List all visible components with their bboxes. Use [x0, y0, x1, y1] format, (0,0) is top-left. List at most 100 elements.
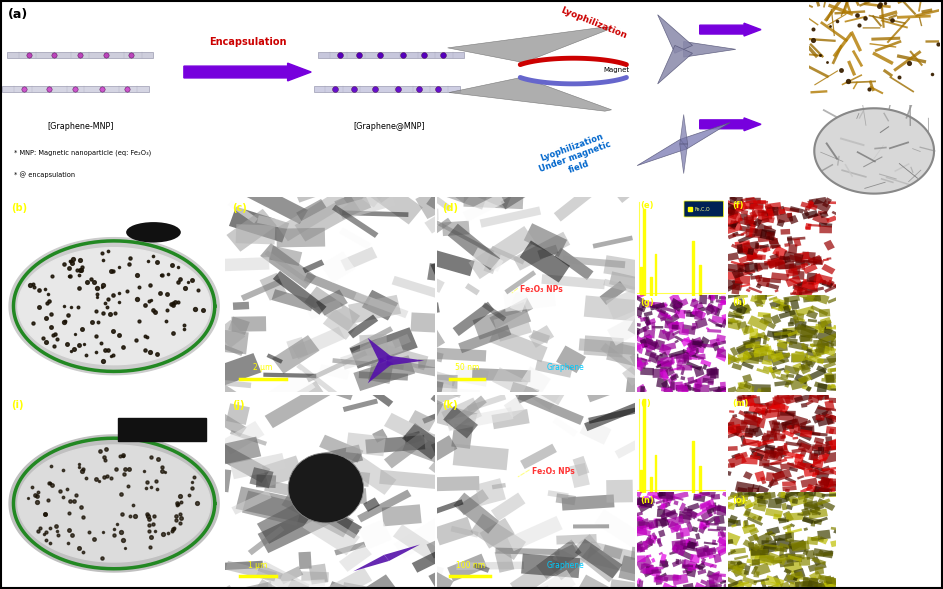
Polygon shape — [753, 553, 774, 566]
Polygon shape — [328, 581, 380, 589]
Polygon shape — [724, 210, 738, 216]
Polygon shape — [742, 524, 756, 534]
Polygon shape — [711, 494, 720, 500]
Polygon shape — [701, 561, 717, 568]
Polygon shape — [231, 491, 272, 515]
Polygon shape — [761, 432, 771, 442]
Polygon shape — [257, 215, 290, 229]
Polygon shape — [764, 449, 783, 461]
Polygon shape — [786, 532, 794, 542]
Polygon shape — [754, 275, 761, 282]
Point — [82, 527, 97, 537]
Polygon shape — [707, 380, 714, 385]
Point — [122, 464, 137, 474]
Polygon shape — [748, 429, 756, 436]
Polygon shape — [785, 411, 795, 417]
Polygon shape — [354, 355, 415, 391]
Polygon shape — [686, 385, 701, 393]
Polygon shape — [661, 387, 672, 393]
Polygon shape — [735, 452, 748, 460]
Polygon shape — [750, 203, 764, 209]
Polygon shape — [814, 485, 831, 493]
Point — [141, 256, 156, 266]
Polygon shape — [746, 229, 763, 238]
Polygon shape — [809, 431, 820, 436]
Polygon shape — [767, 206, 775, 214]
Point — [188, 305, 203, 314]
Polygon shape — [720, 317, 741, 330]
Ellipse shape — [126, 222, 181, 243]
Polygon shape — [744, 325, 750, 333]
Point — [168, 515, 183, 525]
Point — [96, 472, 111, 482]
Polygon shape — [750, 328, 758, 338]
Polygon shape — [691, 307, 706, 320]
Polygon shape — [825, 575, 833, 585]
Polygon shape — [818, 210, 827, 214]
Polygon shape — [707, 291, 714, 300]
Polygon shape — [722, 202, 736, 214]
Polygon shape — [287, 337, 308, 359]
Polygon shape — [818, 320, 832, 330]
Polygon shape — [716, 324, 722, 327]
Polygon shape — [783, 486, 797, 491]
Polygon shape — [679, 511, 692, 520]
Polygon shape — [638, 499, 654, 512]
Polygon shape — [817, 383, 827, 393]
Polygon shape — [657, 15, 692, 53]
Polygon shape — [414, 220, 438, 239]
Polygon shape — [699, 501, 712, 509]
Polygon shape — [720, 206, 739, 220]
Point — [26, 282, 41, 291]
Polygon shape — [233, 302, 249, 310]
Polygon shape — [747, 393, 752, 399]
Point — [41, 495, 56, 505]
Polygon shape — [757, 223, 776, 236]
Polygon shape — [437, 428, 469, 451]
Polygon shape — [785, 422, 795, 429]
Polygon shape — [754, 243, 759, 249]
Polygon shape — [811, 432, 828, 436]
Polygon shape — [273, 271, 326, 315]
Polygon shape — [822, 197, 832, 208]
Polygon shape — [472, 302, 531, 340]
Polygon shape — [818, 530, 831, 540]
Polygon shape — [680, 144, 687, 174]
Polygon shape — [775, 538, 787, 541]
Polygon shape — [652, 326, 663, 329]
Polygon shape — [760, 477, 767, 484]
Polygon shape — [657, 361, 672, 368]
Polygon shape — [520, 240, 570, 283]
Polygon shape — [755, 283, 762, 289]
Polygon shape — [523, 223, 567, 257]
Polygon shape — [808, 273, 824, 286]
Point — [153, 289, 168, 298]
Polygon shape — [769, 404, 781, 411]
Polygon shape — [686, 312, 695, 317]
Polygon shape — [812, 213, 830, 226]
Polygon shape — [744, 524, 755, 528]
Polygon shape — [819, 317, 832, 326]
Polygon shape — [649, 534, 657, 544]
Polygon shape — [822, 446, 836, 451]
Polygon shape — [819, 477, 831, 487]
Polygon shape — [731, 244, 750, 254]
Polygon shape — [677, 365, 692, 370]
Polygon shape — [787, 237, 805, 241]
Polygon shape — [632, 497, 646, 506]
Polygon shape — [592, 236, 633, 249]
Polygon shape — [698, 524, 706, 534]
Polygon shape — [490, 246, 525, 264]
Polygon shape — [663, 360, 672, 366]
Polygon shape — [652, 495, 659, 499]
Polygon shape — [408, 410, 436, 432]
Point — [71, 340, 86, 350]
Polygon shape — [319, 435, 363, 463]
Polygon shape — [793, 316, 805, 323]
Polygon shape — [769, 458, 787, 466]
Polygon shape — [772, 421, 780, 425]
Polygon shape — [823, 361, 836, 369]
Point — [62, 508, 77, 518]
Polygon shape — [718, 546, 729, 554]
Polygon shape — [809, 391, 824, 401]
